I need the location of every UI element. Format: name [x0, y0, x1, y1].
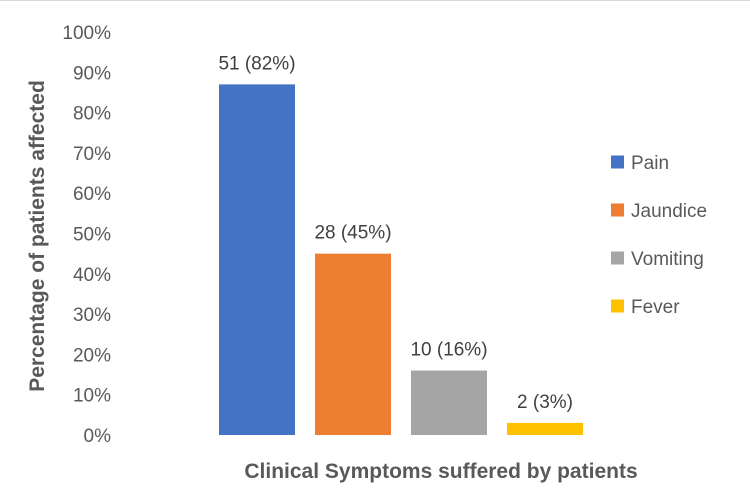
- legend-swatch-fever: [611, 299, 624, 313]
- x-axis-title: Clinical Symptoms suffered by patients: [244, 460, 637, 483]
- data-label-pain: 51 (82%): [218, 53, 295, 74]
- y-tick-label: 20%: [73, 345, 111, 366]
- y-tick-label: 30%: [73, 305, 111, 326]
- y-tick-label: 70%: [73, 144, 111, 165]
- data-label-jaundice: 28 (45%): [314, 223, 391, 244]
- bars: [219, 84, 583, 435]
- y-tick-label: 100%: [62, 23, 111, 44]
- legend-label-pain: Pain: [631, 153, 669, 174]
- legend-label-jaundice: Jaundice: [631, 201, 707, 222]
- bar-jaundice: [315, 253, 391, 435]
- y-tick-label: 80%: [73, 104, 111, 125]
- legend-label-fever: Fever: [631, 297, 680, 318]
- y-tick-label: 10%: [73, 386, 111, 407]
- top-border-line: [0, 0, 750, 1]
- y-axis-ticks: 0% 10% 20% 30% 40% 50% 60% 70% 80% 90% 100%: [62, 23, 111, 447]
- y-tick-label: 90%: [73, 63, 111, 84]
- legend-label-vomiting: Vomiting: [631, 249, 704, 270]
- data-labels: 51 (82%) 28 (45%) 10 (16%) 2 (3%): [218, 53, 573, 413]
- y-axis-title: Percentage of patients affected: [26, 80, 49, 392]
- legend-swatch-pain: [611, 155, 624, 169]
- y-tick-label: 60%: [73, 184, 111, 205]
- bar-vomiting: [411, 370, 487, 435]
- data-label-vomiting: 10 (16%): [410, 340, 487, 361]
- bar-pain: [219, 84, 295, 435]
- legend: Pain Jaundice Vomiting Fever: [611, 153, 707, 318]
- legend-swatch-vomiting: [611, 251, 624, 265]
- y-tick-label: 0%: [84, 426, 112, 447]
- legend-swatch-jaundice: [611, 203, 624, 217]
- y-tick-label: 50%: [73, 225, 111, 246]
- data-label-fever: 2 (3%): [517, 392, 573, 413]
- y-tick-label: 40%: [73, 265, 111, 286]
- bar-fever: [507, 422, 583, 435]
